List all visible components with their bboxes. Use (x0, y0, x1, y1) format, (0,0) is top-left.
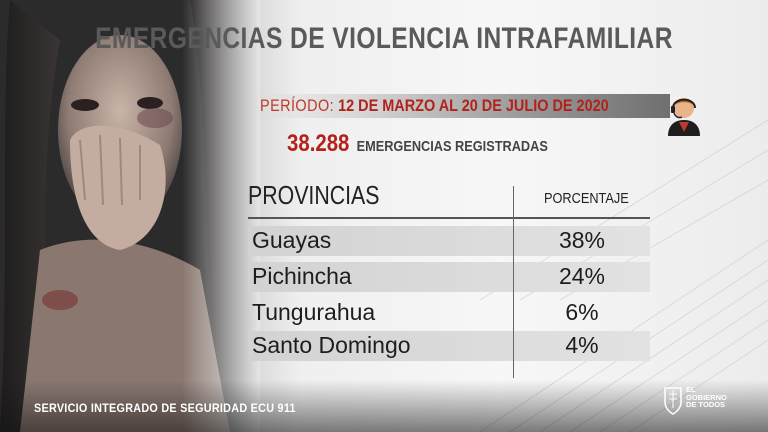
province-name: Santo Domingo (252, 332, 411, 358)
emergencies-label: EMERGENCIAS REGISTRADAS (356, 138, 548, 155)
column-header-percent: PORCENTAJE (544, 190, 629, 207)
column-header-province: PROVINCIAS (248, 180, 380, 210)
government-shield-icon (664, 387, 682, 415)
logo-line: DE TODOS (686, 400, 726, 409)
period-bar (250, 94, 670, 118)
period: PERÍODO: 12 DE MARZO AL 20 DE JULIO DE 2… (260, 96, 609, 116)
emergencies-count: 38.288 EMERGENCIAS REGISTRADAS (287, 130, 548, 158)
background-photo (0, 0, 260, 432)
footer-shade (0, 380, 768, 432)
logo-line: EL (686, 385, 696, 394)
header-divider (248, 217, 650, 219)
province-percent: 6% (565, 299, 599, 325)
column-divider (513, 186, 514, 378)
call-center-agent-icon (664, 92, 704, 136)
province-name: Tungurahua (252, 299, 376, 325)
period-label: PERÍODO: (260, 96, 335, 115)
government-logo-text: EL GOBIERNO DE TODOS (686, 386, 727, 409)
page-title: EMERGENCIAS DE VIOLENCIA INTRAFAMILIAR (95, 22, 673, 55)
table-row: Santo Domingo 4% (248, 331, 650, 361)
table-row: Pichincha 24% (248, 262, 650, 292)
table-row: Guayas 38% (248, 226, 650, 256)
emergencies-number: 38.288 (287, 130, 350, 157)
province-name: Pichincha (252, 263, 352, 289)
province-percent: 4% (565, 332, 599, 358)
footer-service: SERVICIO INTEGRADO DE SEGURIDAD ECU 911 (34, 401, 296, 415)
province-table: PROVINCIAS PORCENTAJE Guayas 38% Pichinc… (248, 178, 650, 378)
logo-line: GOBIERNO (686, 392, 727, 402)
province-name: Guayas (252, 227, 332, 253)
period-value: 12 DE MARZO AL 20 DE JULIO DE 2020 (338, 96, 609, 115)
table-row: Tungurahua 6% (248, 298, 650, 328)
province-percent: 24% (558, 263, 606, 289)
province-percent: 38% (558, 227, 606, 253)
